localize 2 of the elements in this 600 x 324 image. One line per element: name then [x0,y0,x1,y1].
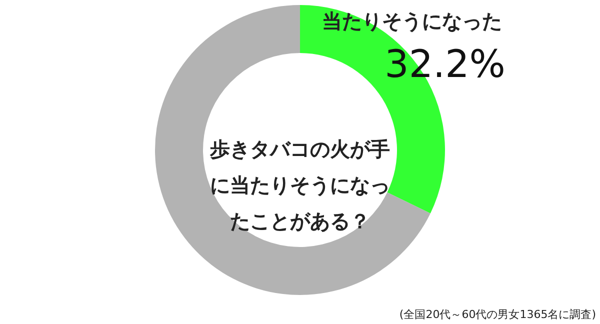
text: 歩きタバコの火が手に当たりそうになったことがある？ [209,137,390,233]
text: (全国20代～60代の男女1365名に調査) [399,308,596,321]
